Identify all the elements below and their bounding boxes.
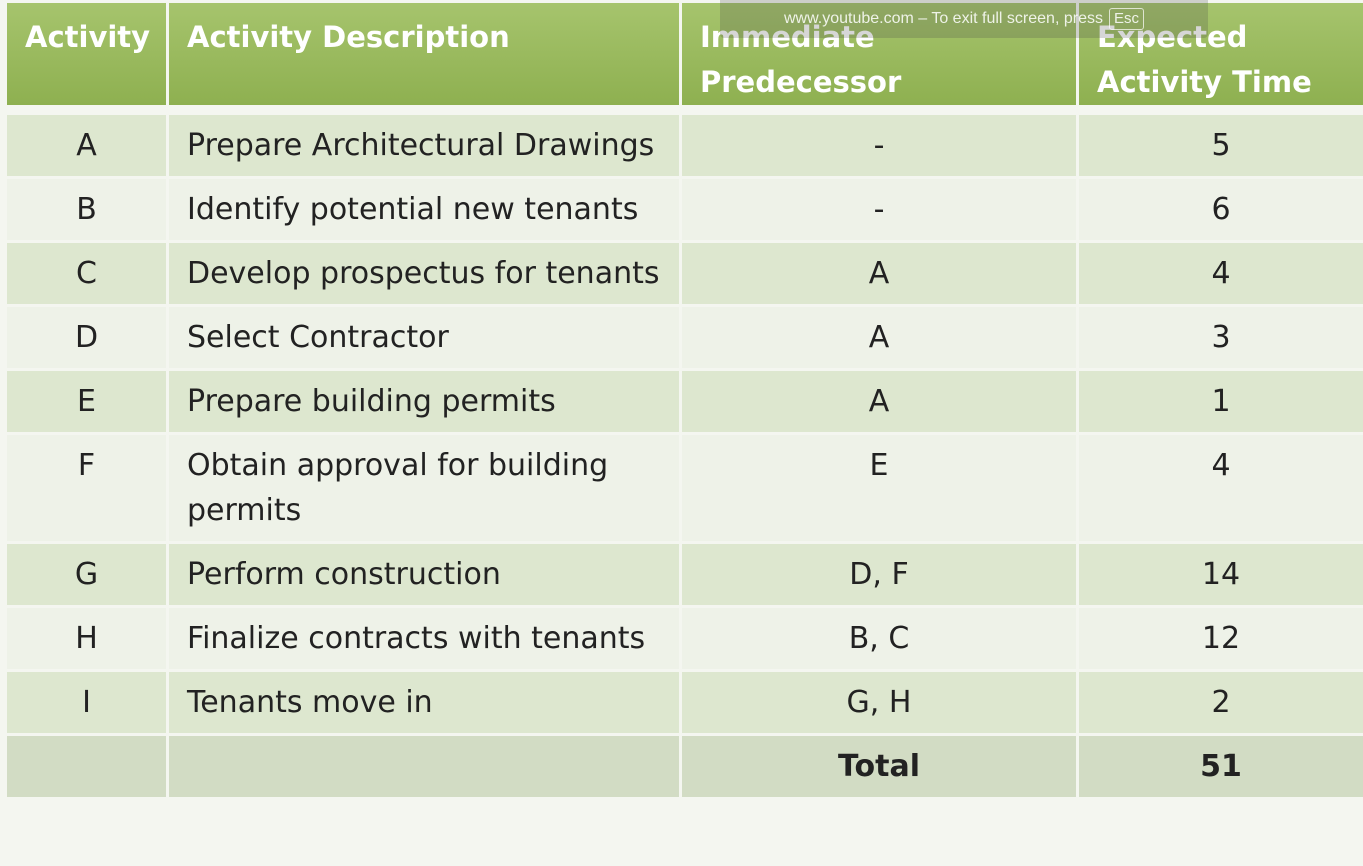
activity-cell: E — [7, 371, 166, 432]
description-cell: Prepare building permits — [169, 371, 679, 432]
table-row: C Develop prospectus for tenants A 4 — [7, 243, 1363, 304]
time-cell: 6 — [1079, 179, 1363, 240]
header-description: Activity Description — [169, 3, 679, 105]
activity-cell: I — [7, 672, 166, 733]
total-empty-cell — [7, 736, 166, 797]
description-cell: Develop prospectus for tenants — [169, 243, 679, 304]
activity-cell: F — [7, 435, 166, 541]
time-cell: 1 — [1079, 371, 1363, 432]
table-row: F Obtain approval for building permits E… — [7, 435, 1363, 541]
activity-cell: B — [7, 179, 166, 240]
description-cell: Identify potential new tenants — [169, 179, 679, 240]
time-cell: 5 — [1079, 115, 1363, 176]
table-row: G Perform construction D, F 14 — [7, 544, 1363, 605]
description-cell: Select Contractor — [169, 307, 679, 368]
predecessor-cell: E — [682, 435, 1076, 541]
header-row: Activity Activity Description Immediate P… — [7, 3, 1363, 105]
time-cell: 3 — [1079, 307, 1363, 368]
table-row: B Identify potential new tenants - 6 — [7, 179, 1363, 240]
header-predecessor: Immediate Predecessor — [682, 3, 1076, 105]
time-cell: 4 — [1079, 243, 1363, 304]
description-cell: Perform construction — [169, 544, 679, 605]
description-cell: Obtain approval for building permits — [169, 435, 679, 541]
total-row: Total 51 — [7, 736, 1363, 797]
description-cell: Finalize contracts with tenants — [169, 608, 679, 669]
predecessor-cell: A — [682, 307, 1076, 368]
activity-cell: G — [7, 544, 166, 605]
predecessor-cell: B, C — [682, 608, 1076, 669]
fullscreen-notice-text: www.youtube.com – To exit full screen, p… — [784, 10, 1103, 27]
activity-cell: A — [7, 115, 166, 176]
table-row: E Prepare building permits A 1 — [7, 371, 1363, 432]
predecessor-cell: D, F — [682, 544, 1076, 605]
total-empty-cell — [169, 736, 679, 797]
predecessor-cell: G, H — [682, 672, 1076, 733]
fullscreen-exit-notice: www.youtube.com – To exit full screen, p… — [720, 0, 1208, 38]
esc-key-badge: Esc — [1108, 8, 1144, 30]
predecessor-cell: A — [682, 243, 1076, 304]
activity-cell: C — [7, 243, 166, 304]
time-cell: 14 — [1079, 544, 1363, 605]
predecessor-cell: A — [682, 371, 1076, 432]
description-cell: Tenants move in — [169, 672, 679, 733]
activity-table: Activity Activity Description Immediate P… — [4, 0, 1363, 800]
table-row: I Tenants move in G, H 2 — [7, 672, 1363, 733]
time-cell: 4 — [1079, 435, 1363, 541]
total-label: Total — [682, 736, 1076, 797]
time-cell: 2 — [1079, 672, 1363, 733]
activity-cell: H — [7, 608, 166, 669]
table-row: D Select Contractor A 3 — [7, 307, 1363, 368]
header-expected-time: Expected Activity Time — [1079, 3, 1363, 105]
table-row: H Finalize contracts with tenants B, C 1… — [7, 608, 1363, 669]
description-cell: Prepare Architectural Drawings — [169, 115, 679, 176]
header-activity: Activity — [7, 3, 166, 105]
time-cell: 12 — [1079, 608, 1363, 669]
table-row: A Prepare Architectural Drawings - 5 — [7, 115, 1363, 176]
predecessor-cell: - — [682, 179, 1076, 240]
predecessor-cell: - — [682, 115, 1076, 176]
activity-cell: D — [7, 307, 166, 368]
total-value: 51 — [1079, 736, 1363, 797]
